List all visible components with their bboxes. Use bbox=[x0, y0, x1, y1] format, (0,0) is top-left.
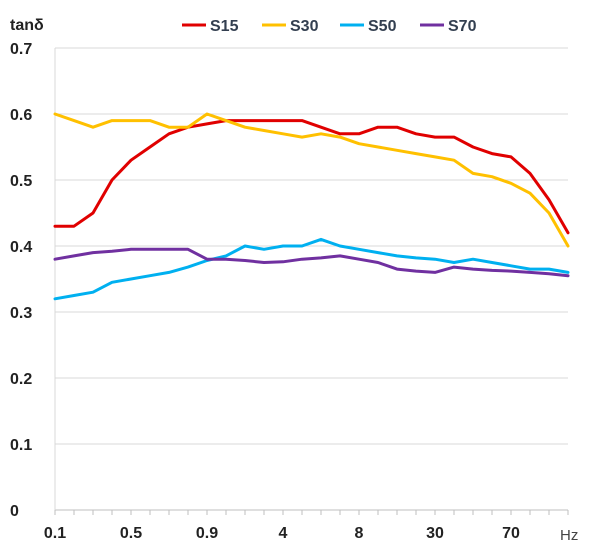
gridlines bbox=[55, 47, 568, 445]
x-axis-unit: Hz bbox=[560, 527, 578, 544]
x-tick-label: 8 bbox=[355, 525, 364, 542]
y-tick-label: 0.5 bbox=[10, 173, 32, 190]
y-tick-label: 0.6 bbox=[10, 107, 32, 124]
axes bbox=[54, 48, 569, 515]
series-line-s50 bbox=[53, 237, 570, 301]
series-lines bbox=[53, 112, 570, 301]
y-axis-title: tanδ bbox=[10, 17, 44, 34]
y-tick-label: 0 bbox=[10, 503, 19, 520]
y-axis-ticks: 0 0.1 0.2 0.3 0.4 0.5 0.6 0.7 bbox=[10, 41, 32, 520]
x-tick-label: 0.5 bbox=[120, 525, 142, 542]
x-tick-label: 0.1 bbox=[44, 525, 66, 542]
y-tick-label: 0.4 bbox=[10, 239, 32, 256]
x-axis-ticks: 0.1 0.5 0.9 4 8 30 70 bbox=[44, 525, 520, 542]
x-tick-label: 70 bbox=[502, 525, 520, 542]
legend-label-s50: S50 bbox=[368, 18, 397, 35]
legend-label-s30: S30 bbox=[290, 18, 319, 35]
legend: S15 S30 S50 S70 bbox=[182, 18, 477, 35]
x-tick-label: 30 bbox=[426, 525, 444, 542]
series-line-s30 bbox=[53, 112, 570, 248]
y-tick-label: 0.7 bbox=[10, 41, 32, 58]
legend-label-s70: S70 bbox=[448, 18, 477, 35]
y-tick-label: 0.2 bbox=[10, 371, 32, 388]
y-tick-label: 0.1 bbox=[10, 437, 32, 454]
series-line-s15 bbox=[53, 119, 570, 235]
x-tick-label: 0.9 bbox=[196, 525, 218, 542]
x-tick-label: 4 bbox=[279, 525, 288, 542]
series-line-s70 bbox=[53, 247, 570, 278]
y-tick-label: 0.3 bbox=[10, 305, 32, 322]
legend-label-s15: S15 bbox=[210, 18, 239, 35]
